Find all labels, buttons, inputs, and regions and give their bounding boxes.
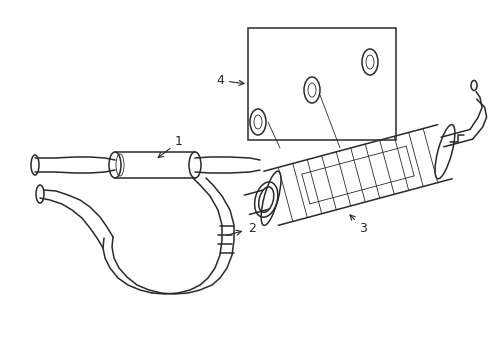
- Bar: [247, 28, 395, 140]
- Text: 1: 1: [158, 135, 183, 158]
- Text: 3: 3: [349, 215, 366, 235]
- Text: 4: 4: [216, 74, 244, 87]
- Text: 2: 2: [226, 222, 255, 235]
